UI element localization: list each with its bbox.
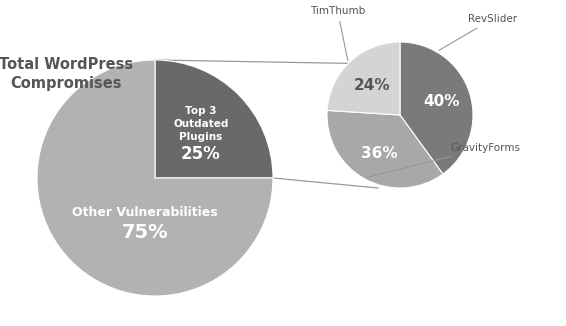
Text: Other Vulnerabilities: Other Vulnerabilities [72, 206, 218, 219]
Text: 40%: 40% [423, 94, 460, 109]
Text: TimThumb: TimThumb [310, 6, 365, 61]
Text: Top 3
Outdated
Plugins: Top 3 Outdated Plugins [173, 106, 229, 142]
Wedge shape [400, 42, 473, 174]
Wedge shape [155, 60, 273, 178]
Text: RevSlider: RevSlider [439, 14, 517, 51]
Wedge shape [327, 111, 443, 188]
Text: 25%: 25% [181, 145, 221, 163]
Text: Total WordPress
Compromises: Total WordPress Compromises [0, 57, 133, 91]
Text: 75%: 75% [122, 224, 168, 243]
Wedge shape [327, 42, 400, 115]
Wedge shape [37, 60, 273, 296]
Text: 24%: 24% [354, 78, 391, 93]
Text: 36%: 36% [361, 146, 397, 161]
Text: GravityForms: GravityForms [366, 143, 520, 178]
